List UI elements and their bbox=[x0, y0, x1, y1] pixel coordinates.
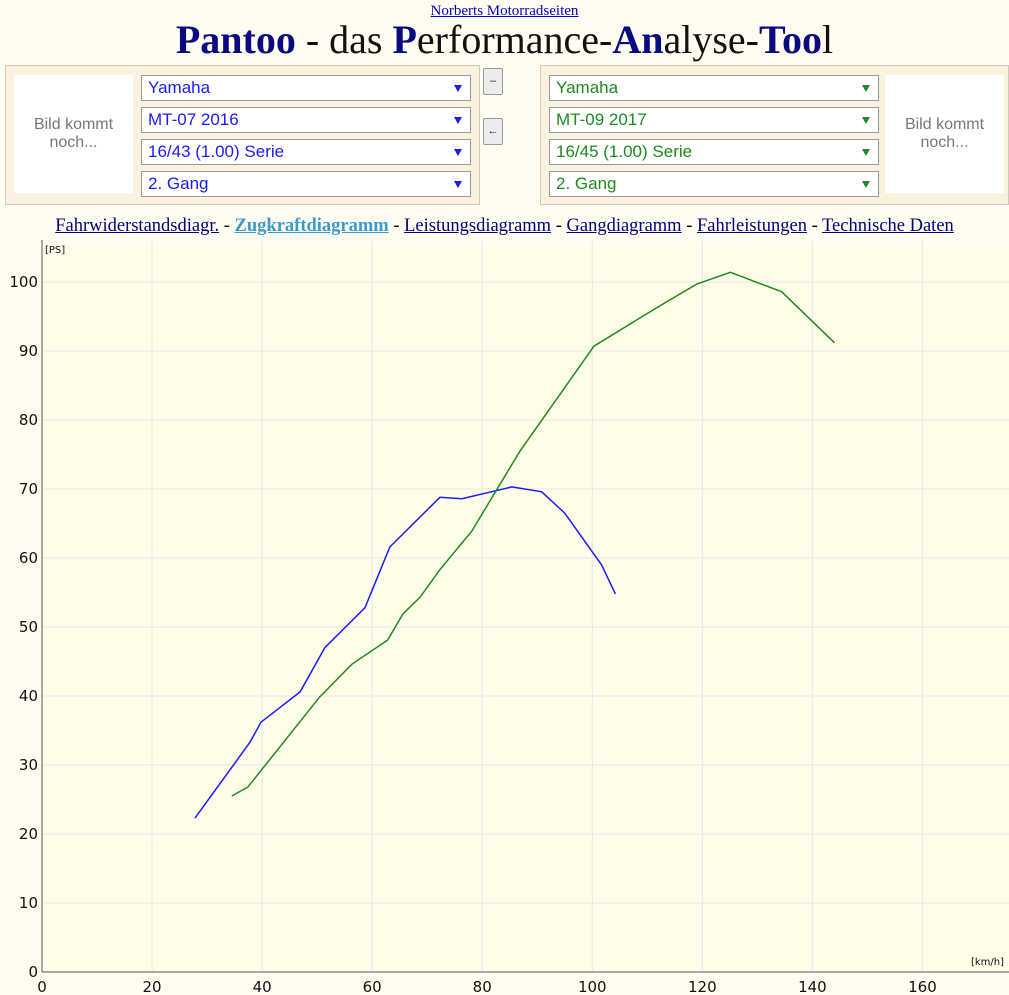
title-part: alyse- bbox=[663, 17, 759, 62]
nav-bar: Fahrwiderstandsdiagr. - Zugkraftdiagramm… bbox=[0, 216, 1009, 237]
dropdown-value: MT-09 2017 bbox=[556, 110, 647, 129]
title-part: Too bbox=[759, 17, 823, 62]
title-part: erformance- bbox=[416, 17, 613, 62]
chart: [PS] [km/h] 0 10 20 30 40 50 60 70 80 90 100 0 20 40 6… bbox=[9, 240, 1009, 995]
y-axis-unit: [PS] bbox=[45, 245, 65, 256]
nav-link[interactable]: Zugkraftdiagramm bbox=[234, 216, 389, 236]
dropdown-value: 2. Gang bbox=[148, 174, 209, 193]
nav-separator: - bbox=[555, 216, 562, 236]
x-tick-label: 160 bbox=[908, 978, 937, 995]
dropdown-arrow bbox=[454, 85, 462, 92]
dropdown-value: MT-07 2016 bbox=[148, 110, 239, 129]
y-tick-label: 60 bbox=[19, 549, 38, 567]
title-part: P bbox=[392, 17, 417, 62]
x-axis-unit: [km/h] bbox=[971, 957, 1004, 968]
home-link[interactable]: Norberts Motorradseiten bbox=[430, 3, 579, 19]
page-title: Pantoo - das Performance-Analyse-Tool bbox=[0, 16, 1009, 63]
nav-link[interactable]: Fahrwiderstandsdiagr. bbox=[55, 216, 220, 236]
title-part: l bbox=[822, 17, 834, 62]
left-panel: Bild kommt noch... Yamaha MT-07 2016 16/43… bbox=[5, 65, 480, 205]
series-line bbox=[194, 486, 617, 819]
dropdown-arrow bbox=[862, 117, 870, 124]
plot-area bbox=[42, 247, 1009, 972]
x-tick-label: 0 bbox=[37, 978, 47, 995]
right-panel: Bild kommt noch... Yamaha MT-09 2017 16/45… bbox=[540, 65, 1009, 205]
dropdown[interactable]: 2. Gang bbox=[141, 171, 471, 197]
x-tick-label: 120 bbox=[688, 978, 717, 995]
dropdown[interactable]: 16/43 (1.00) Serie bbox=[141, 139, 471, 165]
nav-link[interactable]: Fahrleistungen bbox=[697, 216, 807, 236]
y-tick-label: 0 bbox=[28, 963, 38, 981]
x-tick-label: 80 bbox=[473, 978, 492, 995]
nav-link[interactable]: Technische Daten bbox=[822, 216, 954, 236]
dropdown[interactable]: Yamaha bbox=[549, 75, 879, 101]
series-line bbox=[231, 271, 835, 797]
dropdown-value: 2. Gang bbox=[556, 174, 617, 193]
x-tick-label: 60 bbox=[363, 978, 382, 995]
image-placeholder: Bild kommt noch... bbox=[885, 75, 1004, 193]
dropdown[interactable]: MT-07 2016 bbox=[141, 107, 471, 133]
y-tick-label: 30 bbox=[19, 756, 38, 774]
x-tick-label: 140 bbox=[798, 978, 827, 995]
y-tick-label: 20 bbox=[19, 825, 38, 843]
dropdown-arrow bbox=[862, 181, 870, 188]
dropdown-value: 16/43 (1.00) Serie bbox=[148, 142, 285, 161]
dropdown[interactable]: 16/45 (1.00) Serie bbox=[549, 139, 879, 165]
dropdown-arrow bbox=[454, 181, 462, 188]
x-tick-label: 20 bbox=[143, 978, 162, 995]
nav-separator: - bbox=[223, 216, 230, 236]
nav-link[interactable]: Leistungsdiagramm bbox=[404, 216, 552, 236]
title-part: Pantoo bbox=[175, 17, 296, 62]
y-tick-label: 40 bbox=[19, 687, 38, 705]
dropdown[interactable]: MT-09 2017 bbox=[549, 107, 879, 133]
x-tick-label: 100 bbox=[578, 978, 607, 995]
dropdown-arrow bbox=[862, 85, 870, 92]
dropdown-value: Yamaha bbox=[556, 78, 619, 97]
dropdown-arrow bbox=[862, 149, 870, 156]
y-tick-label: 80 bbox=[19, 411, 38, 429]
dropdown-arrow bbox=[454, 117, 462, 124]
dropdown[interactable]: 2. Gang bbox=[549, 171, 879, 197]
title-part: - das bbox=[295, 17, 393, 62]
y-tick-label: 90 bbox=[19, 342, 38, 360]
remove-button[interactable]: – bbox=[483, 68, 503, 95]
x-tick-label: 40 bbox=[253, 978, 272, 995]
nav-separator: - bbox=[811, 216, 818, 236]
nav-separator: - bbox=[686, 216, 693, 236]
nav-link[interactable]: Gangdiagramm bbox=[566, 216, 682, 236]
image-placeholder: Bild kommt noch... bbox=[14, 75, 133, 193]
title-part: An bbox=[612, 17, 664, 62]
dropdown-value: 16/45 (1.00) Serie bbox=[556, 142, 693, 161]
y-tick-label: 100 bbox=[9, 273, 38, 291]
y-tick-label: 50 bbox=[19, 618, 38, 636]
dropdown-arrow bbox=[454, 149, 462, 156]
copy-button[interactable]: ← bbox=[483, 118, 503, 145]
dropdown[interactable]: Yamaha bbox=[141, 75, 471, 101]
dropdown-value: Yamaha bbox=[148, 78, 211, 97]
y-tick-label: 70 bbox=[19, 480, 38, 498]
y-tick-label: 10 bbox=[19, 894, 38, 912]
nav-separator: - bbox=[393, 216, 400, 236]
